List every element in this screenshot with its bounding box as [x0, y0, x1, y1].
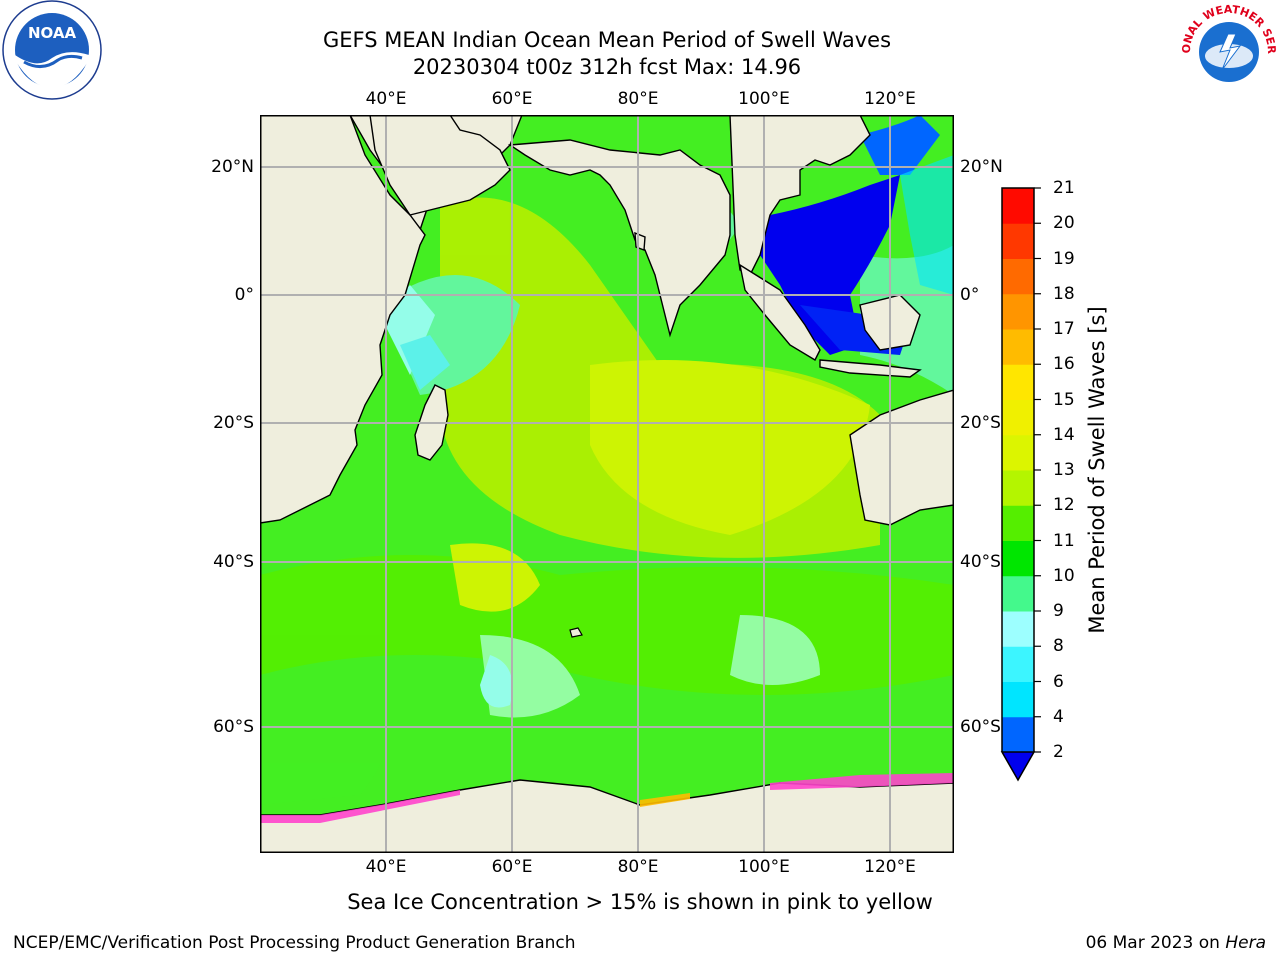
lon-tick-top: 80°E: [617, 89, 659, 109]
colorbar-label: 18: [1053, 283, 1075, 304]
colorbar-label: 15: [1053, 389, 1075, 410]
nws-logo: NATIONAL WEATHER SERVICE: [1178, 0, 1278, 100]
footer-host: Hera: [1225, 933, 1266, 953]
lat-tick-left: 20°S: [213, 413, 254, 433]
colorbar-label: 9: [1053, 601, 1064, 621]
footer-date-text: 06 Mar 2023 on: [1085, 933, 1226, 953]
lon-tick-bottom: 40°E: [365, 857, 407, 877]
colorbar-segment: [1002, 364, 1034, 400]
colorbar-segment: [1002, 540, 1034, 577]
map-title: GEFS MEAN Indian Ocean Mean Period of Sw…: [322, 28, 892, 52]
sea-ice-note: Sea Ice Concentration > 15% is shown in …: [347, 890, 933, 914]
colorbar-label: 10: [1053, 565, 1075, 586]
map-panel: [260, 115, 954, 853]
colorbar-segment: [1002, 681, 1034, 718]
colorbar-segment: [1002, 293, 1034, 330]
colorbar-label: 2: [1053, 742, 1064, 762]
lat-tick-right: 0°: [960, 285, 980, 305]
lat-tick-left: 0°: [234, 285, 254, 305]
colorbar-label: 12: [1053, 495, 1075, 516]
colorbar-segment: [1002, 470, 1034, 506]
svg-text:NOAA: NOAA: [28, 24, 77, 42]
lon-tick-top: 40°E: [365, 89, 407, 109]
colorbar-label: 14: [1053, 424, 1075, 445]
colorbar-label: 8: [1053, 636, 1064, 657]
lon-tick-bottom: 80°E: [617, 857, 659, 877]
lat-tick-left: 60°S: [213, 717, 254, 737]
footer-date: 06 Mar 2023 on Hera: [1086, 933, 1266, 953]
colorbar-segment: [1002, 223, 1034, 259]
colorbar-segment: [1002, 434, 1034, 471]
lat-tick-right: 60°S: [960, 717, 1001, 737]
colorbar-label: 6: [1053, 671, 1064, 692]
colorbar-segment: [1002, 399, 1034, 436]
colorbar-label: 21: [1053, 178, 1075, 198]
swell-field: [260, 155, 954, 805]
colorbar-segment: [1002, 611, 1034, 647]
colorbar-segment: [1002, 505, 1034, 541]
lon-tick-bottom: 120°E: [864, 857, 916, 877]
colorbar-label: 11: [1053, 530, 1075, 551]
lon-tick-top: 100°E: [738, 89, 790, 109]
colorbar-label: 13: [1053, 460, 1075, 480]
colorbar-segment: [1002, 258, 1034, 295]
colorbar-segment: [1002, 329, 1034, 365]
lon-tick-bottom: 100°E: [738, 857, 790, 877]
colorbar-extend-arrow: [1000, 751, 1036, 782]
lat-tick-left: 40°S: [213, 552, 254, 572]
colorbar-label: 17: [1053, 319, 1075, 339]
colorbar-title: Mean Period of Swell Waves [s]: [1085, 306, 1109, 634]
colorbar-segment: [1002, 716, 1034, 753]
graticule: [260, 115, 954, 853]
lat-tick-left: 20°N: [211, 157, 254, 177]
footer-branch: NCEP/EMC/Verification Post Processing Pr…: [13, 933, 576, 953]
lon-tick-top: 120°E: [864, 89, 916, 109]
colorbar-label: 20: [1053, 213, 1075, 234]
map-border: [260, 115, 954, 853]
noaa-logo: NOAA: [2, 0, 102, 100]
colorbar-label: 4: [1053, 706, 1064, 727]
kerguelen-island: [569, 627, 583, 638]
sea-ice-fringe: [260, 773, 954, 823]
colorbar-segment: [1002, 188, 1034, 224]
colorbar-label: 19: [1053, 248, 1075, 269]
lon-tick-bottom: 60°E: [491, 857, 533, 877]
lat-tick-right: 40°S: [960, 552, 1001, 572]
colorbar-label: 16: [1053, 354, 1075, 375]
lat-tick-right: 20°S: [960, 413, 1001, 433]
lat-tick-right: 20°N: [960, 157, 1003, 177]
map-subtitle: 20230304 t00z 312h fcst Max: 14.96: [412, 55, 802, 79]
lon-tick-top: 60°E: [491, 89, 533, 109]
colorbar: [1000, 187, 1041, 782]
colorbar-segment: [1002, 646, 1034, 682]
colorbar-segment: [1002, 575, 1034, 612]
